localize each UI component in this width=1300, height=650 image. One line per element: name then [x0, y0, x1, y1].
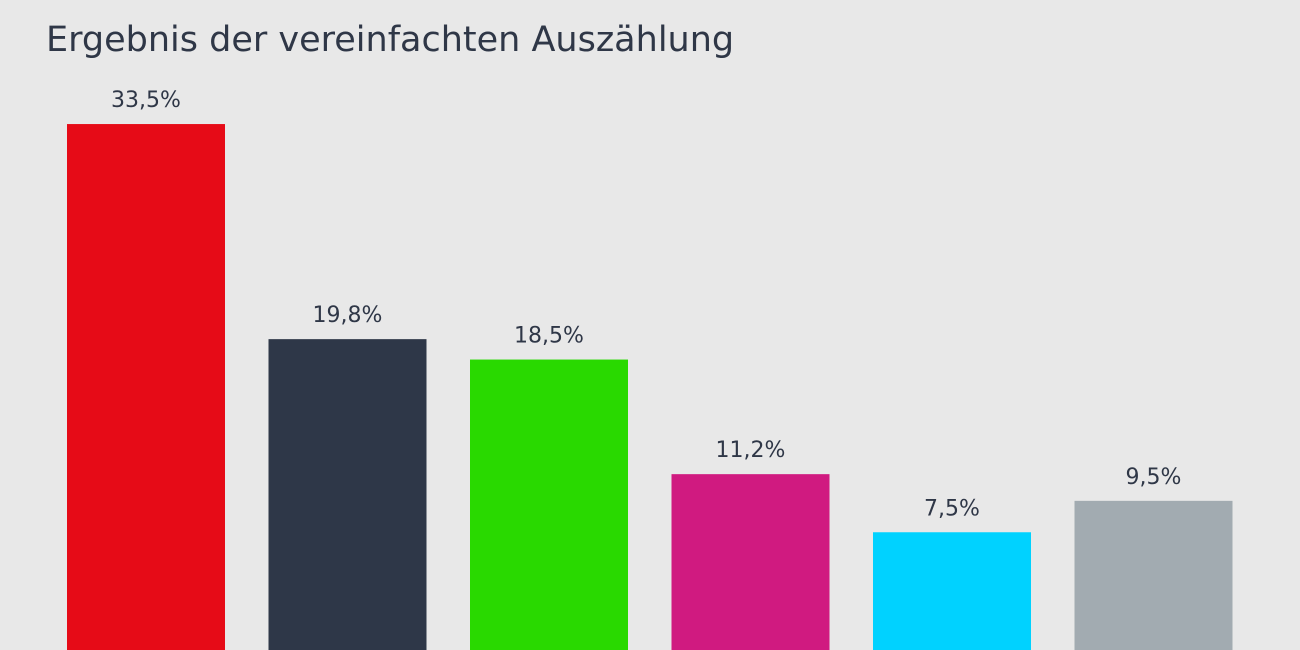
bar-value-label-4: 11,2% — [716, 438, 786, 463]
bar-value-label-5: 7,5% — [924, 496, 980, 521]
bar-2 — [268, 339, 427, 650]
bar-5 — [873, 532, 1031, 650]
bar-4 — [671, 474, 830, 650]
bar-6 — [1074, 500, 1233, 650]
bar-value-label-2: 19,8% — [313, 303, 383, 328]
bar-1 — [67, 124, 225, 650]
chart-title: Ergebnis der vereinfachten Auszählung — [46, 20, 735, 60]
bar-value-label-1: 33,5% — [111, 88, 181, 113]
bar-value-label-6: 9,5% — [1126, 465, 1182, 490]
bar-3 — [470, 359, 628, 650]
bar-value-label-3: 18,5% — [514, 324, 584, 349]
